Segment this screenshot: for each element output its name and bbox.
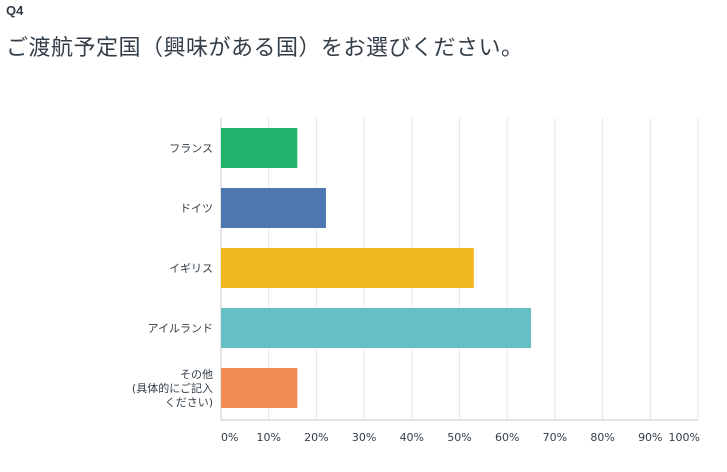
question-number: Q4 (6, 3, 24, 18)
x-tick-label: 40% (400, 431, 424, 444)
category-label: イギリス (169, 262, 213, 275)
category-label-line: その他 (180, 368, 213, 381)
x-tick-label: 50% (447, 431, 471, 444)
category-label: ドイツ (180, 202, 213, 215)
bar (221, 188, 326, 228)
bar (221, 248, 474, 288)
x-tick-label: 90% (638, 431, 662, 444)
question-title: ご渡航予定国（興味がある国）をお選びください。 (6, 36, 524, 61)
category-label-line: ください) (165, 396, 213, 409)
x-tick-label: 70% (543, 431, 567, 444)
x-tick-label: 60% (495, 431, 519, 444)
bar (221, 128, 298, 168)
x-tick-label: 80% (590, 431, 614, 444)
bar (221, 368, 298, 408)
x-tick-label: 20% (304, 431, 328, 444)
x-tick-label: 0% (221, 431, 238, 444)
category-label-line: アイルランド (148, 322, 213, 335)
bar (221, 308, 532, 348)
category-label: フランス (169, 142, 213, 155)
category-label: アイルランド (148, 322, 213, 335)
x-tick-label: 30% (352, 431, 376, 444)
category-label-line: フランス (169, 142, 213, 155)
x-tick-label: 100% (669, 431, 700, 444)
x-axis-ticks: 0% 10% 20% 30% 40% 50% 60% 70% 80% 90% 100% (221, 431, 700, 444)
category-label: その他(具体的にご記入ください) (132, 368, 213, 409)
category-label-line: ドイツ (180, 202, 213, 215)
category-label-line: イギリス (169, 262, 213, 275)
x-tick-label: 10% (256, 431, 280, 444)
category-label-line: (具体的にご記入 (132, 381, 213, 395)
bars (221, 128, 532, 408)
